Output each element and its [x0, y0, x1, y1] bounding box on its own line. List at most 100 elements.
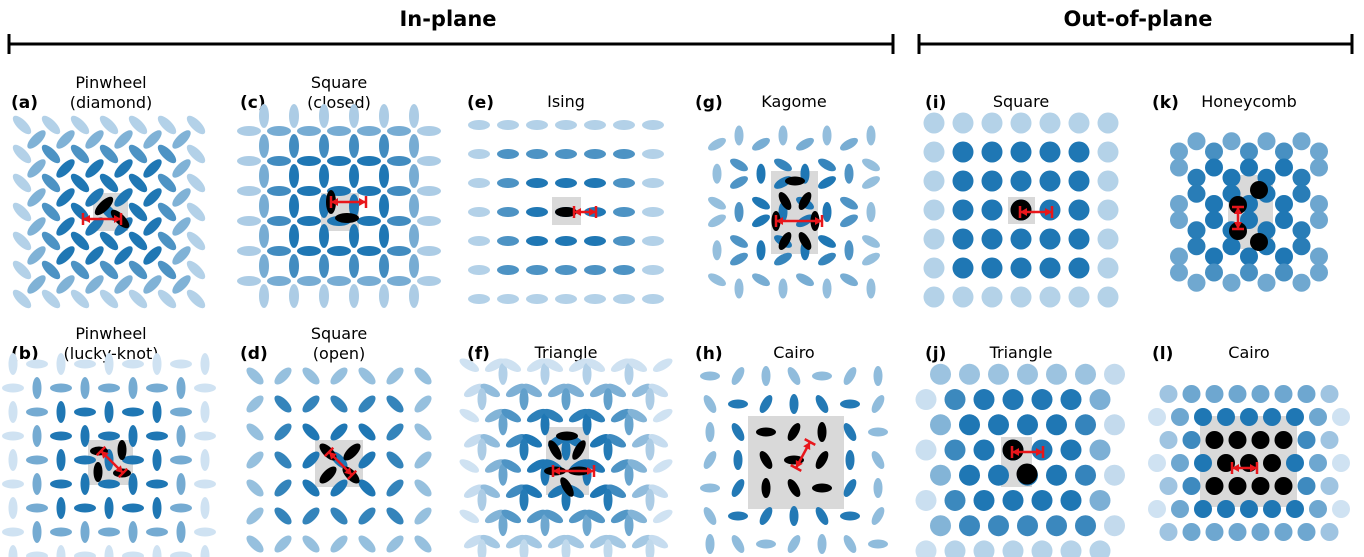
magnet	[417, 216, 441, 226]
magnet	[712, 240, 722, 261]
magnet	[349, 104, 359, 128]
magnet	[497, 178, 519, 188]
magnet	[1251, 477, 1270, 495]
panel-h-title: Cairo	[773, 343, 814, 362]
magnet	[1222, 237, 1241, 256]
magnet	[128, 144, 148, 164]
magnet	[840, 214, 858, 228]
panel-k-title: Honeycomb	[1201, 92, 1297, 111]
magnet	[128, 202, 148, 222]
magnet	[414, 451, 432, 469]
magnet	[522, 383, 543, 398]
magnet	[1205, 158, 1223, 177]
magnet	[540, 362, 550, 385]
magnet	[41, 144, 61, 164]
magnet	[505, 484, 526, 498]
magnet	[41, 231, 61, 251]
magnet	[866, 125, 876, 146]
magnet	[349, 164, 359, 188]
magnet	[1159, 523, 1178, 541]
magnet	[349, 224, 359, 248]
panel-j-title: Triangle	[989, 343, 1053, 362]
magnet	[186, 115, 206, 135]
magnet	[923, 199, 945, 221]
magnet	[93, 462, 103, 482]
panel-k-header: (k) Honeycomb	[1152, 92, 1297, 113]
magnet	[1257, 132, 1276, 151]
magnet	[259, 164, 269, 188]
magnet	[862, 252, 880, 266]
header-out-of-plane: Out-of-plane	[917, 7, 1354, 54]
magnet	[708, 273, 726, 287]
magnet	[146, 479, 168, 489]
lattice-panel-f	[459, 358, 673, 557]
magnet	[1010, 170, 1032, 192]
panel-a-label: (a)	[11, 93, 38, 113]
magnet	[1010, 228, 1032, 250]
magnet	[477, 539, 487, 557]
magnet	[357, 186, 381, 196]
magnet	[459, 459, 480, 473]
magnet	[70, 202, 90, 222]
magnet	[94, 196, 114, 216]
magnet	[80, 473, 90, 495]
magnet	[843, 367, 857, 385]
magnet	[98, 383, 120, 393]
magnet	[959, 515, 980, 537]
magnet	[1275, 195, 1293, 213]
magnet	[868, 539, 888, 549]
magnet	[194, 431, 216, 441]
magnet	[519, 488, 529, 511]
magnet	[497, 294, 519, 304]
magnet	[50, 383, 72, 393]
magnet	[104, 401, 114, 423]
magnet	[1205, 247, 1223, 266]
magnet	[1187, 273, 1206, 292]
magnet	[915, 489, 937, 511]
magnet	[26, 359, 48, 369]
magnet	[330, 507, 348, 525]
magnet	[642, 207, 664, 217]
magnet	[302, 367, 320, 385]
magnet	[555, 120, 577, 130]
magnet	[1182, 385, 1201, 403]
magnet	[12, 260, 32, 280]
magnet	[731, 479, 745, 497]
magnet	[840, 137, 858, 151]
magnet	[1205, 211, 1223, 229]
magnet	[988, 414, 1009, 436]
magnet	[1263, 408, 1281, 426]
magnet	[613, 265, 635, 275]
magnet	[613, 178, 635, 188]
magnet	[1332, 454, 1350, 472]
magnet	[319, 224, 329, 248]
magnet	[56, 130, 75, 149]
magnet	[645, 388, 655, 411]
magnet	[871, 507, 885, 525]
magnet	[267, 246, 291, 256]
magnet	[122, 503, 144, 513]
magnet	[627, 459, 648, 473]
magnet	[845, 450, 855, 470]
magnet	[606, 534, 627, 549]
magnet	[80, 377, 90, 399]
magnet	[319, 164, 329, 188]
magnet	[818, 176, 836, 189]
magnet	[417, 276, 441, 286]
magnet	[868, 427, 888, 437]
magnet	[143, 275, 162, 294]
magnet	[526, 236, 548, 246]
magnet	[128, 173, 148, 193]
magnet	[358, 395, 376, 413]
magnet	[70, 173, 90, 193]
magnet	[186, 202, 206, 222]
magnet	[1089, 489, 1111, 511]
magnet	[152, 353, 162, 375]
magnet	[1104, 363, 1125, 385]
magnet	[862, 158, 880, 172]
magnet	[952, 228, 974, 250]
magnet	[981, 228, 1003, 250]
magnet	[1182, 523, 1201, 541]
magnet	[497, 265, 519, 275]
magnet	[80, 425, 90, 447]
